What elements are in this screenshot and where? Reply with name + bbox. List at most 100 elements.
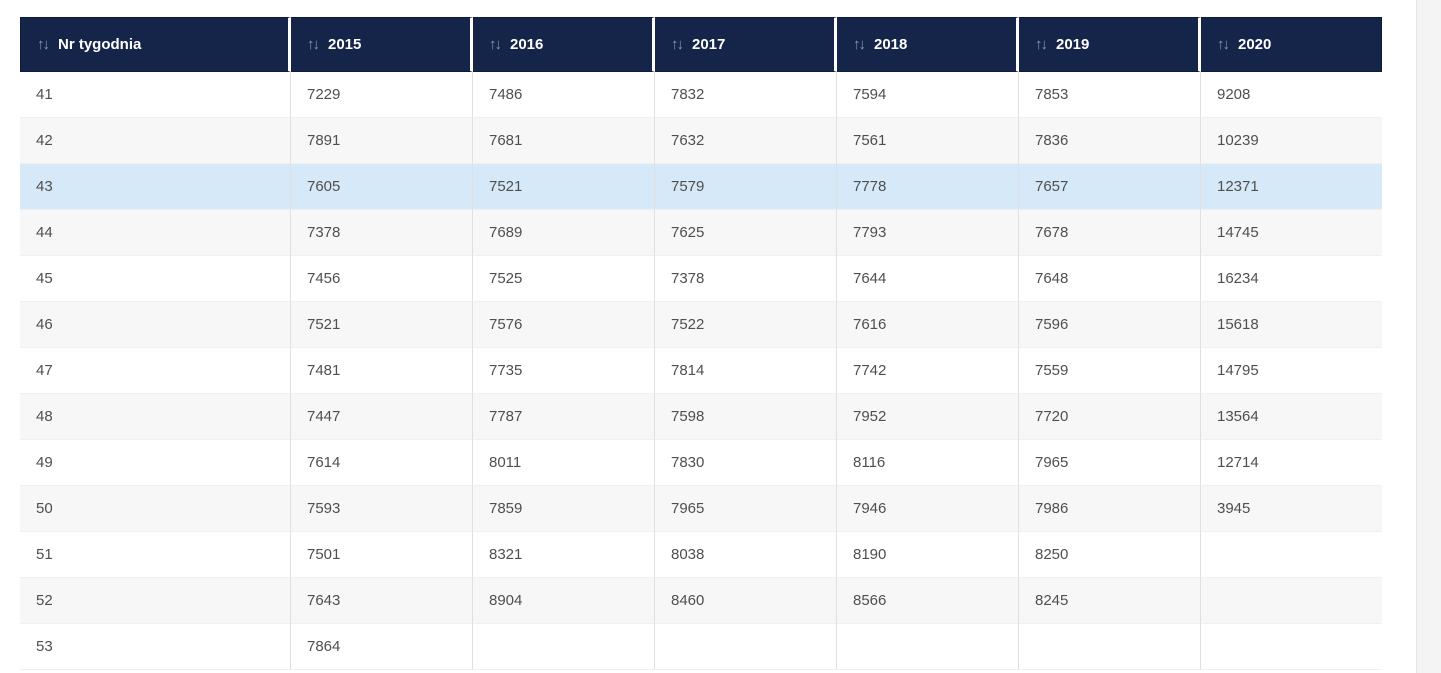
table-row[interactable]: 48 7447 7787 7598 7952 7720 13564 bbox=[20, 394, 1382, 440]
table-row[interactable]: 50 7593 7859 7965 7946 7986 3945 bbox=[20, 486, 1382, 532]
table-row[interactable]: 42 7891 7681 7632 7561 7836 10239 bbox=[20, 118, 1382, 164]
table-row[interactable]: 41 7229 7486 7832 7594 7853 9208 bbox=[20, 72, 1382, 118]
column-header-label: 2017 bbox=[692, 36, 726, 53]
value-cell: 8904 bbox=[473, 578, 655, 624]
value-cell: 7648 bbox=[1019, 256, 1201, 302]
value-cell: 7378 bbox=[655, 256, 837, 302]
week-number-cell: 41 bbox=[20, 72, 291, 118]
value-cell: 7689 bbox=[473, 210, 655, 256]
week-number-cell: 47 bbox=[20, 348, 291, 394]
value-cell: 7832 bbox=[655, 72, 837, 118]
value-cell: 7229 bbox=[291, 72, 473, 118]
column-header-label: Nr tygodnia bbox=[58, 36, 142, 53]
value-cell: 7678 bbox=[1019, 210, 1201, 256]
sort-asc-icon: ↑ bbox=[307, 36, 314, 53]
value-cell: 7735 bbox=[473, 348, 655, 394]
value-cell: 7864 bbox=[291, 624, 473, 670]
table-header: ↑↓ Nr tygodnia ↑↓ 2015 ↑↓ 2016 ↑↓ 2017 ↑↓ 2018 ↑↓ 2… bbox=[20, 17, 1382, 72]
table-header-row: ↑↓ Nr tygodnia ↑↓ 2015 ↑↓ 2016 ↑↓ 2017 ↑↓ 2018 ↑↓ 2… bbox=[20, 17, 1382, 72]
value-cell: 7965 bbox=[1019, 440, 1201, 486]
table-row[interactable]: 49 7614 8011 7830 8116 7965 12714 bbox=[20, 440, 1382, 486]
week-number-cell: 42 bbox=[20, 118, 291, 164]
sort-desc-icon: ↓ bbox=[1222, 36, 1230, 53]
column-header-2015[interactable]: ↑↓ 2015 bbox=[291, 17, 473, 72]
value-cell: 16234 bbox=[1201, 256, 1382, 302]
value-cell: 7486 bbox=[473, 72, 655, 118]
week-number-cell: 53 bbox=[20, 624, 291, 670]
value-cell: 7501 bbox=[291, 532, 473, 578]
value-cell: 14795 bbox=[1201, 348, 1382, 394]
value-cell: 7378 bbox=[291, 210, 473, 256]
value-cell bbox=[473, 624, 655, 670]
value-cell: 8245 bbox=[1019, 578, 1201, 624]
sort-icon: ↑↓ bbox=[37, 36, 50, 53]
week-number-cell: 48 bbox=[20, 394, 291, 440]
column-header-2018[interactable]: ↑↓ 2018 bbox=[837, 17, 1019, 72]
value-cell: 7579 bbox=[655, 164, 837, 210]
column-header-nr-tygodnia[interactable]: ↑↓ Nr tygodnia bbox=[20, 17, 291, 72]
value-cell: 7952 bbox=[837, 394, 1019, 440]
sort-icon: ↑↓ bbox=[1035, 36, 1048, 53]
value-cell bbox=[1201, 578, 1382, 624]
value-cell: 7447 bbox=[291, 394, 473, 440]
value-cell: 7598 bbox=[655, 394, 837, 440]
value-cell: 7481 bbox=[291, 348, 473, 394]
value-cell: 8011 bbox=[473, 440, 655, 486]
value-cell: 7605 bbox=[291, 164, 473, 210]
value-cell: 7787 bbox=[473, 394, 655, 440]
table-body: 41 7229 7486 7832 7594 7853 9208 42 7891 7681 7632… bbox=[20, 72, 1382, 670]
value-cell: 7742 bbox=[837, 348, 1019, 394]
value-cell: 7986 bbox=[1019, 486, 1201, 532]
value-cell: 7657 bbox=[1019, 164, 1201, 210]
sort-desc-icon: ↓ bbox=[858, 36, 866, 53]
table-row[interactable]: 44 7378 7689 7625 7793 7678 14745 bbox=[20, 210, 1382, 256]
value-cell: 7644 bbox=[837, 256, 1019, 302]
column-header-label: 2016 bbox=[510, 36, 544, 53]
value-cell: 3945 bbox=[1201, 486, 1382, 532]
value-cell: 8566 bbox=[837, 578, 1019, 624]
sort-desc-icon: ↓ bbox=[1040, 36, 1048, 53]
week-number-cell: 46 bbox=[20, 302, 291, 348]
value-cell: 7836 bbox=[1019, 118, 1201, 164]
column-header-label: 2019 bbox=[1056, 36, 1090, 53]
column-header-2017[interactable]: ↑↓ 2017 bbox=[655, 17, 837, 72]
value-cell: 7946 bbox=[837, 486, 1019, 532]
sort-desc-icon: ↓ bbox=[42, 36, 50, 53]
value-cell: 7559 bbox=[1019, 348, 1201, 394]
value-cell bbox=[1201, 624, 1382, 670]
value-cell: 7681 bbox=[473, 118, 655, 164]
value-cell: 8321 bbox=[473, 532, 655, 578]
sort-icon: ↑↓ bbox=[1217, 36, 1230, 53]
table-row[interactable]: 45 7456 7525 7378 7644 7648 16234 bbox=[20, 256, 1382, 302]
value-cell: 7720 bbox=[1019, 394, 1201, 440]
value-cell: 12714 bbox=[1201, 440, 1382, 486]
column-header-2016[interactable]: ↑↓ 2016 bbox=[473, 17, 655, 72]
week-number-cell: 51 bbox=[20, 532, 291, 578]
value-cell: 7814 bbox=[655, 348, 837, 394]
value-cell: 7793 bbox=[837, 210, 1019, 256]
weekly-data-table-container: ↑↓ Nr tygodnia ↑↓ 2015 ↑↓ 2016 ↑↓ 2017 ↑↓ 2018 ↑↓ 2… bbox=[20, 17, 1382, 670]
value-cell: 7525 bbox=[473, 256, 655, 302]
table-row[interactable]: 46 7521 7576 7522 7616 7596 15618 bbox=[20, 302, 1382, 348]
table-row[interactable]: 47 7481 7735 7814 7742 7559 14795 bbox=[20, 348, 1382, 394]
value-cell: 9208 bbox=[1201, 72, 1382, 118]
table-row[interactable]: 51 7501 8321 8038 8190 8250 bbox=[20, 532, 1382, 578]
table-row[interactable]: 52 7643 8904 8460 8566 8245 bbox=[20, 578, 1382, 624]
sort-asc-icon: ↑ bbox=[671, 36, 678, 53]
value-cell: 7522 bbox=[655, 302, 837, 348]
table-row-highlighted[interactable]: 43 7605 7521 7579 7778 7657 12371 bbox=[20, 164, 1382, 210]
week-number-cell: 49 bbox=[20, 440, 291, 486]
table-row[interactable]: 53 7864 bbox=[20, 624, 1382, 670]
column-header-2020[interactable]: ↑↓ 2020 bbox=[1201, 17, 1382, 72]
column-header-2019[interactable]: ↑↓ 2019 bbox=[1019, 17, 1201, 72]
value-cell: 14745 bbox=[1201, 210, 1382, 256]
sort-asc-icon: ↑ bbox=[1035, 36, 1042, 53]
value-cell: 7830 bbox=[655, 440, 837, 486]
sort-icon: ↑↓ bbox=[307, 36, 320, 53]
sort-asc-icon: ↑ bbox=[1217, 36, 1224, 53]
column-header-label: 2015 bbox=[328, 36, 362, 53]
value-cell: 13564 bbox=[1201, 394, 1382, 440]
value-cell: 7561 bbox=[837, 118, 1019, 164]
sort-asc-icon: ↑ bbox=[853, 36, 860, 53]
